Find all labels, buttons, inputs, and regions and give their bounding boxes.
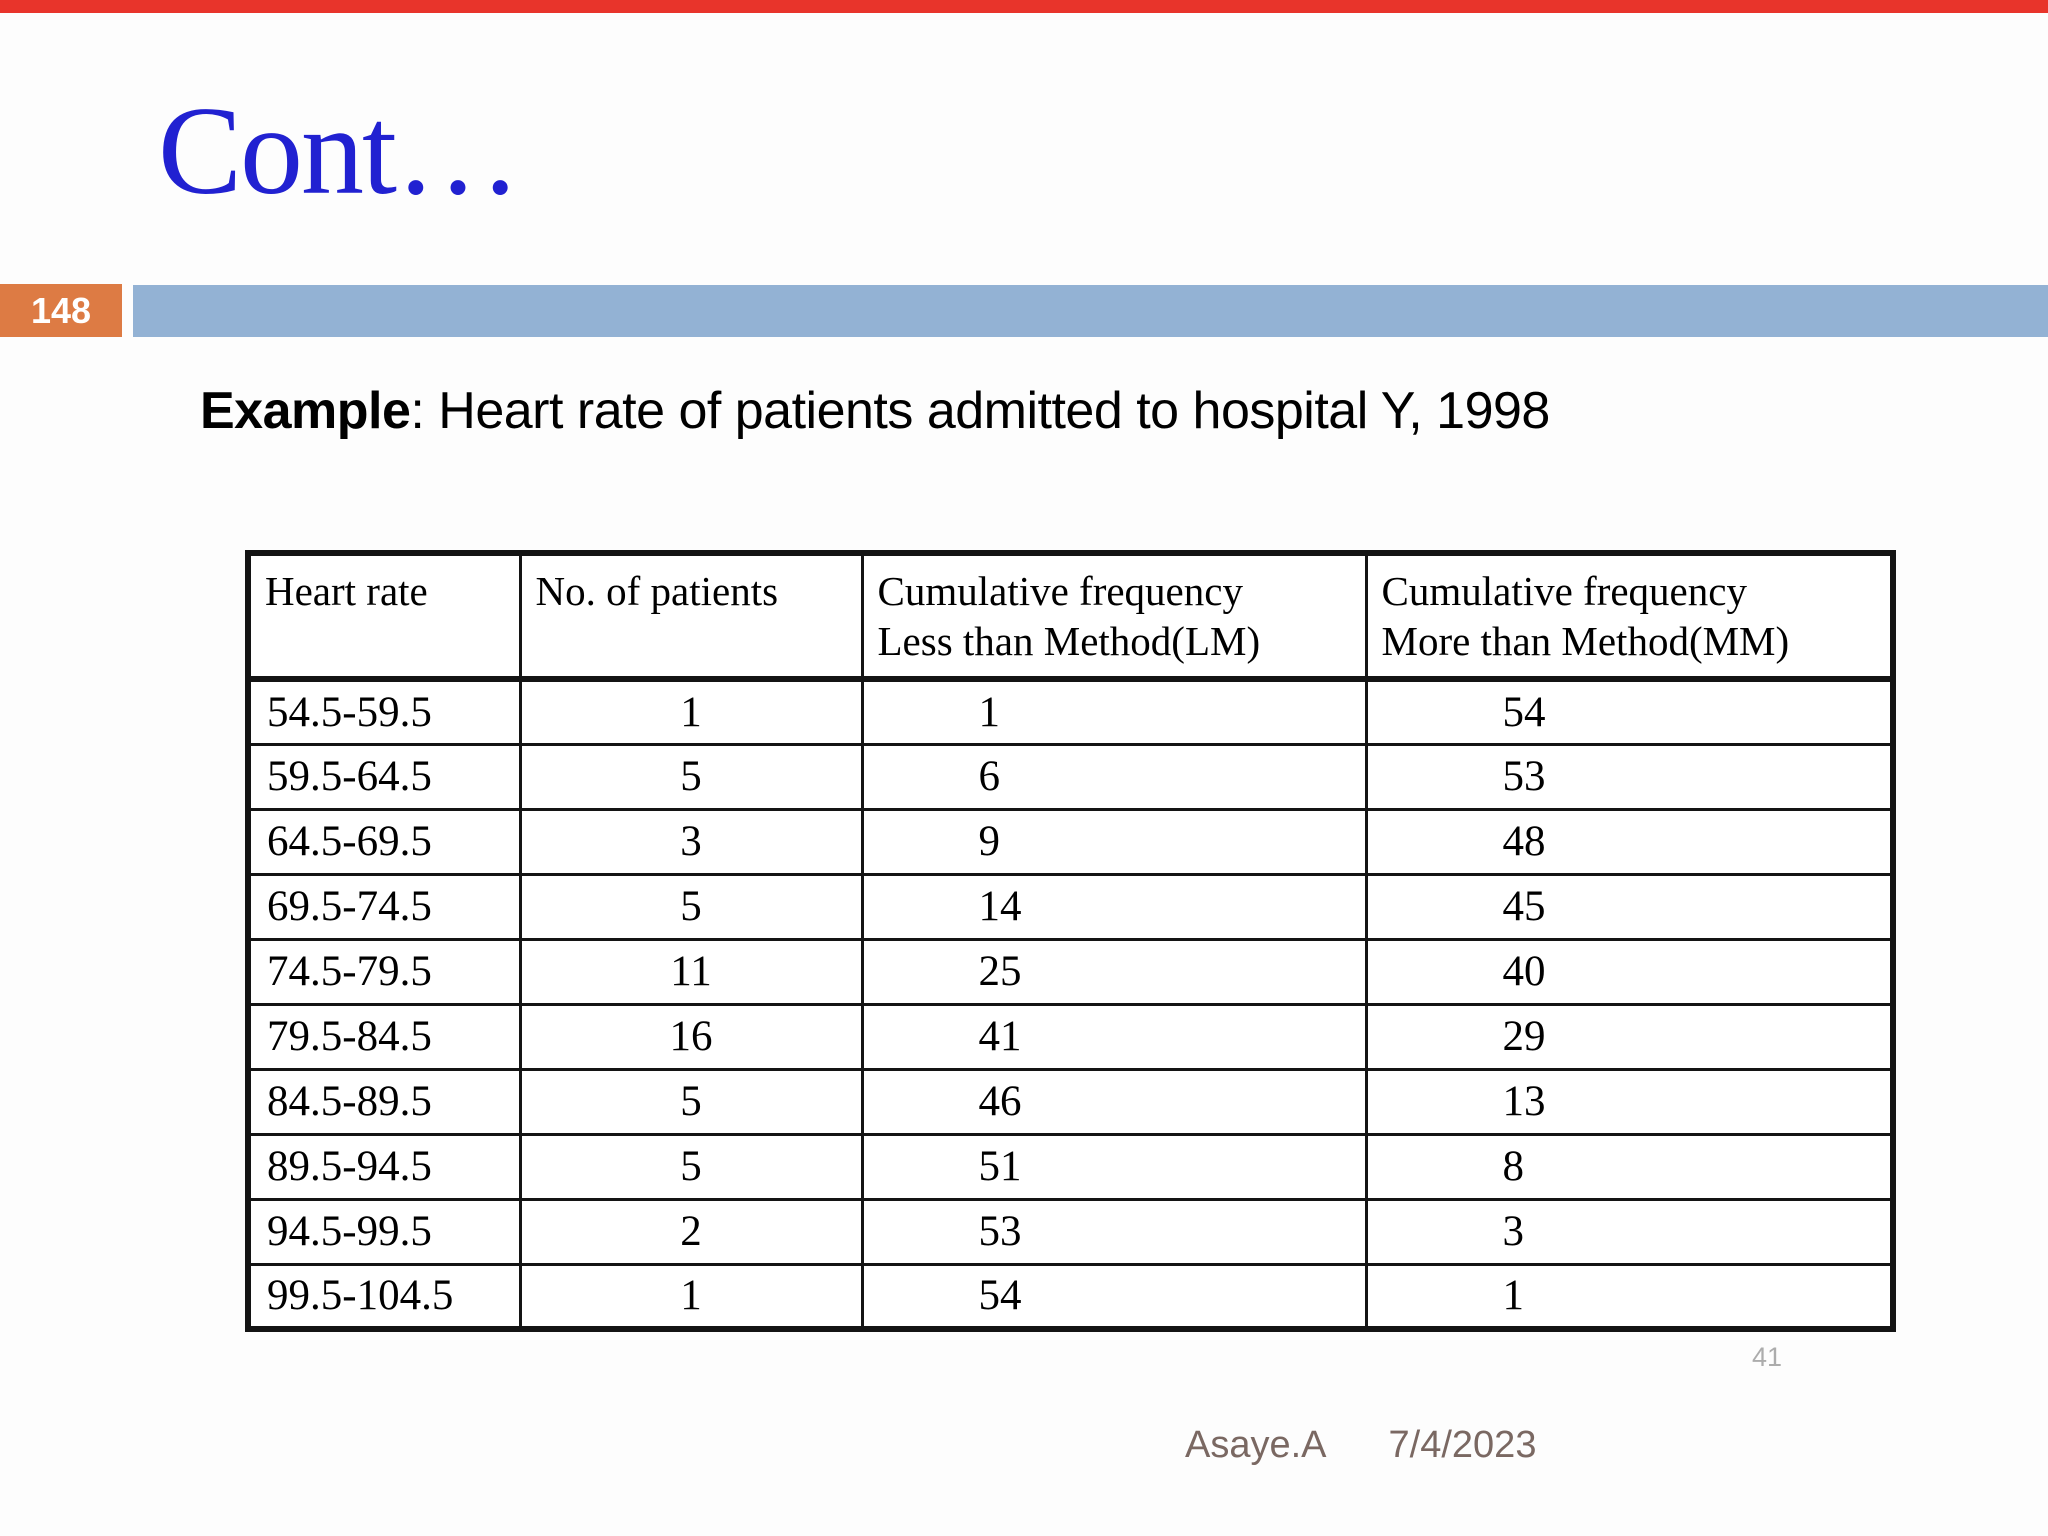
- table-cell: 53: [860, 1197, 1368, 1266]
- table-cell: 89.5-94.5: [246, 1132, 522, 1201]
- table-cell: 5: [518, 1067, 864, 1136]
- table-cell: 54: [1364, 677, 1895, 746]
- table-cell: 1: [518, 1262, 864, 1331]
- table-row: 74.5-79.5 11 25 40: [246, 937, 1895, 1006]
- table-row: 59.5-64.5 5 6 53: [246, 742, 1895, 811]
- table-cell: 1: [518, 677, 864, 746]
- footer-date: 7/4/2023: [1388, 1424, 1537, 1466]
- table-cell: 51: [860, 1132, 1368, 1201]
- header-cell-no-of-patients: No. of patients: [518, 551, 864, 682]
- table-cell: 79.5-84.5: [246, 1002, 522, 1071]
- table-cell: 5: [518, 742, 864, 811]
- header-cell-cumulative-lm: Cumulative frequency Less than Method(LM…: [860, 551, 1368, 682]
- header-accent-bar: [133, 285, 2048, 337]
- table-cell: 69.5-74.5: [246, 872, 522, 941]
- table-cell: 16: [518, 1002, 864, 1071]
- table-cell: 5: [518, 1132, 864, 1201]
- header-line: Cumulative frequency: [1381, 568, 1747, 614]
- table-cell: 54.5-59.5: [246, 677, 522, 746]
- source-page-watermark: 41: [1752, 1342, 1783, 1372]
- header-line: Cumulative frequency: [877, 568, 1243, 614]
- slide-title: Cont…: [158, 82, 521, 221]
- table-cell: 9: [860, 807, 1368, 876]
- table-cell: 94.5-99.5: [246, 1197, 522, 1266]
- table-row: 54.5-59.5 1 1 54: [246, 677, 1895, 746]
- header-line: No. of patients: [535, 568, 779, 614]
- frequency-table: Heart rate No. of patients Cumulative fr…: [245, 550, 1896, 1332]
- table-cell: 64.5-69.5: [246, 807, 522, 876]
- header-cell-heart-rate: Heart rate: [246, 551, 522, 682]
- table-cell: 1: [1364, 1262, 1895, 1331]
- heading-text: : Heart rate of patients admitted to hos…: [410, 382, 1550, 440]
- table-cell: 99.5-104.5: [246, 1262, 522, 1331]
- table-cell: 74.5-79.5: [246, 937, 522, 1006]
- table-cell: 8: [1364, 1132, 1895, 1201]
- table-row: 69.5-74.5 5 14 45: [246, 872, 1895, 941]
- table-cell: 45: [1364, 872, 1895, 941]
- table-cell: 3: [1364, 1197, 1895, 1266]
- table-cell: 41: [860, 1002, 1368, 1071]
- footer: Asaye.A 7/4/2023: [1185, 1424, 1536, 1467]
- table-cell: 40: [1364, 937, 1895, 1006]
- table-cell: 59.5-64.5: [246, 742, 522, 811]
- header-line: Heart rate: [265, 568, 428, 614]
- table-row: 79.5-84.5 16 41 29: [246, 1002, 1895, 1071]
- table-row: 89.5-94.5 5 51 8: [246, 1132, 1895, 1201]
- heading-bold-label: Example: [200, 382, 411, 440]
- header-line: Less than Method(LM): [877, 618, 1261, 665]
- table-row: 99.5-104.5 1 54 1: [246, 1262, 1895, 1331]
- table-row: 94.5-99.5 2 53 3: [246, 1197, 1895, 1266]
- table-cell: 6: [860, 742, 1368, 811]
- table-body: 54.5-59.5 1 1 54 59.5-64.5 5 6 53 64.5-69.5 3 9 48 6…: [246, 677, 1895, 1331]
- table-cell: 46: [860, 1067, 1368, 1136]
- table-cell: 54: [860, 1262, 1368, 1331]
- table-header-row: Heart rate No. of patients Cumulative fr…: [246, 551, 1895, 682]
- table-row: 64.5-69.5 3 9 48: [246, 807, 1895, 876]
- table-cell: 25: [860, 937, 1368, 1006]
- page-number: 148: [30, 289, 92, 331]
- table-cell: 29: [1364, 1002, 1895, 1071]
- header-line: More than Method(MM): [1381, 618, 1790, 665]
- table-cell: 14: [860, 872, 1368, 941]
- page-number-badge: 148: [0, 284, 122, 337]
- table-cell: 48: [1364, 807, 1895, 876]
- table-cell: 1: [860, 677, 1368, 746]
- table-row: 84.5-89.5 5 46 13: [246, 1067, 1895, 1136]
- header-cell-cumulative-mm: Cumulative frequency More than Method(MM…: [1364, 551, 1895, 682]
- table-cell: 53: [1364, 742, 1895, 811]
- table-cell: 13: [1364, 1067, 1895, 1136]
- table-cell: 5: [518, 872, 864, 941]
- table-cell: 2: [518, 1197, 864, 1266]
- table-cell: 84.5-89.5: [246, 1067, 522, 1136]
- table-cell: 3: [518, 807, 864, 876]
- example-heading: Example: Heart rate of patients admitted…: [200, 382, 1550, 442]
- top-red-strip: [0, 0, 2048, 13]
- table-cell: 11: [518, 937, 864, 1006]
- footer-author: Asaye.A: [1185, 1424, 1327, 1466]
